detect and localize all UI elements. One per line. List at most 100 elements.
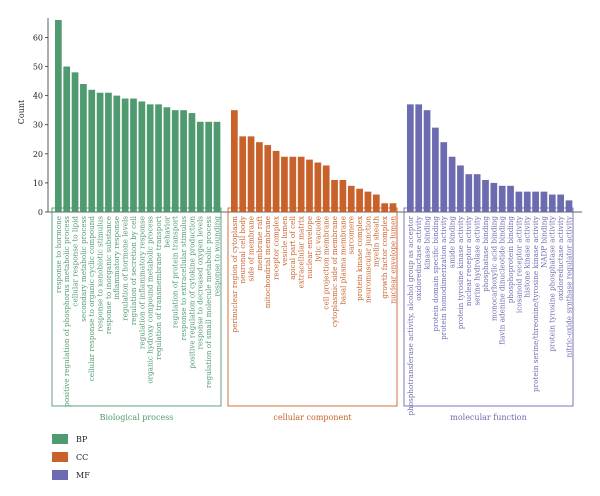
bar-mf xyxy=(457,165,464,212)
bar-cc xyxy=(331,180,338,212)
bar-cc xyxy=(314,162,322,212)
bar-mf xyxy=(548,194,556,212)
bar-cc xyxy=(289,156,297,212)
category-label: membrane raft xyxy=(255,216,264,271)
category-label: protein tyrosine phosphatase activity xyxy=(548,215,557,351)
legend-label-mf: MF xyxy=(76,471,90,480)
y-tick-label: 30 xyxy=(33,121,43,130)
bar-bp xyxy=(80,84,87,212)
bar-cc xyxy=(364,191,372,212)
category-label: regulation of transmembrane transport xyxy=(154,216,163,360)
group-box-cc xyxy=(227,207,398,407)
category-label: apical part of cell xyxy=(288,215,297,279)
category-label: cellular response to organic cyclic comp… xyxy=(87,216,96,382)
category-label: response to xenobiotic stimulus xyxy=(96,216,105,332)
bar-bp xyxy=(163,107,171,212)
category-label: cell projection membrane xyxy=(322,216,331,310)
bar-cc xyxy=(372,194,380,212)
y-tick-label: 10 xyxy=(33,179,43,188)
category-label: regulation of inflammatory response xyxy=(137,216,146,349)
bar-bp xyxy=(196,121,204,212)
category-label: NADP binding xyxy=(539,216,548,268)
category-label: receptor complex xyxy=(272,216,281,280)
bar-mf xyxy=(532,191,539,212)
bar-bp xyxy=(105,92,112,212)
bar-bp xyxy=(155,104,162,212)
bar-bp xyxy=(121,98,129,212)
category-label: protein homodimerization activity xyxy=(439,215,448,340)
bar-bp xyxy=(213,121,221,212)
category-label: serine hydrolase activity xyxy=(473,215,482,305)
category-label: positive regulation of cytokine producti… xyxy=(187,216,196,369)
bar-cc xyxy=(281,156,288,212)
bar-mf xyxy=(482,180,489,212)
bar-cc xyxy=(256,142,263,212)
bar-mf xyxy=(407,104,414,212)
bar-bp xyxy=(171,110,179,212)
bar-mf xyxy=(557,194,564,212)
category-label: perinuclear region of cytoplasm xyxy=(230,216,239,333)
category-label: flavin adenine dinucleotide binding xyxy=(498,216,507,345)
bar-mf xyxy=(565,200,573,212)
category-labels: response to hormone positive regulation o… xyxy=(54,215,574,415)
y-tick-label: 40 xyxy=(33,92,43,101)
legend-label-bp: BP xyxy=(76,435,88,444)
bar-mf xyxy=(423,110,431,212)
bar-bp xyxy=(180,110,187,212)
y-ticks: 0 10 20 30 40 50 60 xyxy=(33,33,48,217)
category-label: histone kinase activity xyxy=(523,215,532,298)
y-tick-label: 0 xyxy=(38,208,43,217)
category-label: side of membrane xyxy=(246,216,255,281)
category-label: response to inorganic substance xyxy=(104,216,113,334)
bar-cc xyxy=(306,159,313,212)
category-label: monocarboxylic acid binding xyxy=(489,216,498,321)
bar-bp xyxy=(138,101,146,212)
category-label: regulation of protein transport xyxy=(171,216,180,328)
category-label: oxidoreductase activity xyxy=(414,215,423,301)
category-label: secondary metabolic process xyxy=(79,216,88,322)
bar-cc xyxy=(231,110,238,212)
bar-mf xyxy=(523,191,531,212)
category-label: regulation of small molecule metabolic p… xyxy=(204,216,213,388)
bar-cc xyxy=(264,145,272,212)
category-label: neuromuscular junction xyxy=(363,216,372,303)
bar-bp xyxy=(71,72,79,212)
bar-bp xyxy=(130,98,137,212)
category-label: oxidoreductase activity xyxy=(556,215,565,301)
bar-cc xyxy=(272,150,280,212)
group-box-bp xyxy=(51,207,222,407)
category-label: protein serine/threonine/tyrosine kinase… xyxy=(531,215,540,392)
bar-cc xyxy=(297,156,305,212)
group-label-cc: cellular component xyxy=(273,413,352,422)
category-label: regulation of hormone levels xyxy=(121,216,130,321)
category-label: phosphatase binding xyxy=(481,216,490,292)
category-label: amide binding xyxy=(448,216,457,269)
category-label: nuclear envelope lumen xyxy=(388,216,397,304)
bar-mf xyxy=(432,127,439,212)
bar-mf xyxy=(473,174,481,212)
category-label: response to wounding xyxy=(212,216,221,297)
bar-mf xyxy=(507,185,514,212)
bar-bp xyxy=(113,95,121,212)
group-box-mf xyxy=(403,207,574,407)
legend: BP CC MF xyxy=(52,434,90,480)
legend-swatch-cc xyxy=(52,452,68,462)
category-label: response to extracellular stimulus xyxy=(179,216,188,341)
y-tick-label: 20 xyxy=(33,150,43,159)
category-label: myelin sheath xyxy=(372,216,381,267)
y-axis-label: Count xyxy=(17,99,26,124)
category-label: sarcomere xyxy=(347,216,356,255)
group-label-bp: Biological process xyxy=(100,413,174,422)
bar-cc xyxy=(356,188,363,212)
category-label: regulation of secretion by cell xyxy=(129,215,138,325)
legend-swatch-mf xyxy=(52,470,68,480)
category-label: protein tyrosine kinase activity xyxy=(456,215,465,329)
bar-mf xyxy=(515,191,523,212)
bar-cc xyxy=(247,136,255,212)
category-label: behavior xyxy=(162,215,171,247)
bar-mf xyxy=(490,182,498,212)
category-label: vesicle lumen xyxy=(280,216,289,267)
bar-cc xyxy=(347,185,355,212)
category-label: icosanoid receptor activity xyxy=(514,215,523,313)
